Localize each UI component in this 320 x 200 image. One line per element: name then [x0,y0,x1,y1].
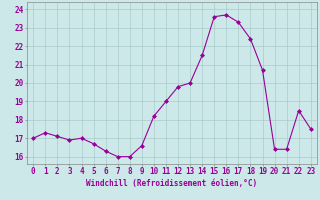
X-axis label: Windchill (Refroidissement éolien,°C): Windchill (Refroidissement éolien,°C) [86,179,258,188]
